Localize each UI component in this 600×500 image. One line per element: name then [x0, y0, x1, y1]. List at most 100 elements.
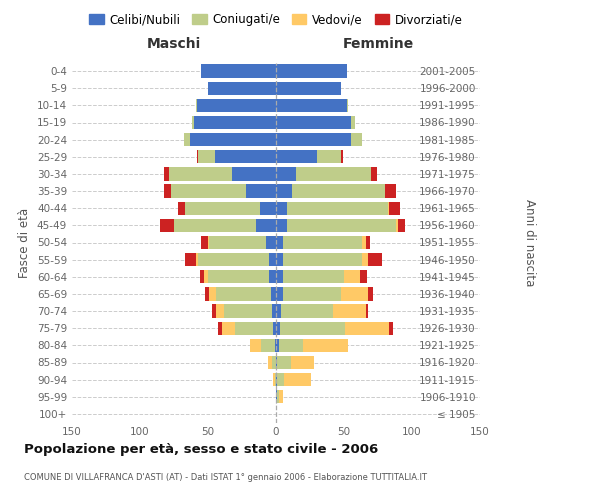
Bar [269, 253, 276, 266]
Bar [276, 287, 283, 300]
Bar [276, 133, 351, 146]
Bar [209, 236, 266, 249]
Bar [185, 253, 196, 266]
Bar [276, 150, 317, 164]
Bar [389, 322, 393, 335]
Bar [215, 150, 276, 164]
Bar [164, 184, 171, 198]
Bar [271, 287, 276, 300]
Bar [276, 167, 296, 180]
Bar [221, 322, 235, 335]
Bar [276, 322, 280, 335]
Bar [351, 116, 355, 129]
Bar [256, 218, 276, 232]
Bar [276, 236, 283, 249]
Bar [164, 167, 169, 180]
Bar [269, 270, 276, 283]
Bar [277, 390, 279, 404]
Bar [184, 133, 190, 146]
Bar [385, 184, 395, 198]
Bar [371, 167, 377, 180]
Bar [283, 287, 341, 300]
Bar [346, 322, 389, 335]
Bar [273, 322, 276, 335]
Bar [250, 338, 261, 352]
Y-axis label: Fasce di età: Fasce di età [19, 208, 31, 278]
Bar [275, 373, 276, 386]
Bar [395, 218, 398, 232]
Bar [268, 356, 272, 369]
Bar [281, 304, 333, 318]
Bar [197, 98, 276, 112]
Bar [291, 356, 314, 369]
Bar [341, 287, 368, 300]
Bar [283, 270, 344, 283]
Bar [197, 150, 199, 164]
Bar [279, 390, 283, 404]
Bar [232, 167, 276, 180]
Bar [272, 304, 276, 318]
Bar [194, 116, 276, 129]
Bar [366, 304, 368, 318]
Bar [273, 373, 275, 386]
Bar [208, 236, 209, 249]
Bar [276, 184, 292, 198]
Bar [362, 253, 368, 266]
Bar [361, 270, 367, 283]
Bar [276, 116, 351, 129]
Bar [196, 98, 197, 112]
Bar [224, 304, 272, 318]
Bar [366, 236, 370, 249]
Bar [277, 373, 284, 386]
Bar [272, 356, 276, 369]
Bar [276, 373, 277, 386]
Bar [190, 133, 276, 146]
Bar [283, 236, 362, 249]
Bar [266, 236, 276, 249]
Bar [277, 356, 291, 369]
Bar [208, 270, 269, 283]
Bar [341, 150, 343, 164]
Bar [284, 373, 311, 386]
Bar [218, 322, 221, 335]
Bar [296, 167, 371, 180]
Bar [260, 202, 276, 215]
Bar [347, 98, 348, 112]
Bar [276, 202, 287, 215]
Bar [204, 270, 208, 283]
Bar [208, 82, 276, 95]
Bar [200, 270, 204, 283]
Text: Maschi: Maschi [147, 38, 201, 52]
Bar [212, 304, 216, 318]
Bar [191, 116, 194, 129]
Text: COMUNE DI VILLAFRANCA D'ASTI (AT) - Dati ISTAT 1° gennaio 2006 - Elaborazione TU: COMUNE DI VILLAFRANCA D'ASTI (AT) - Dati… [24, 473, 427, 482]
Bar [287, 202, 388, 215]
Bar [276, 98, 347, 112]
Bar [178, 202, 185, 215]
Bar [368, 253, 382, 266]
Legend: Celibi/Nubili, Coniugati/e, Vedovi/e, Divorziati/e: Celibi/Nubili, Coniugati/e, Vedovi/e, Di… [85, 8, 467, 31]
Bar [317, 150, 341, 164]
Bar [276, 356, 277, 369]
Bar [169, 167, 232, 180]
Bar [276, 338, 279, 352]
Bar [398, 218, 405, 232]
Bar [216, 304, 224, 318]
Bar [261, 338, 275, 352]
Bar [276, 390, 277, 404]
Bar [171, 184, 246, 198]
Bar [276, 304, 281, 318]
Bar [235, 322, 273, 335]
Text: Popolazione per età, sesso e stato civile - 2006: Popolazione per età, sesso e stato civil… [24, 442, 378, 456]
Bar [368, 287, 373, 300]
Bar [275, 338, 276, 352]
Bar [344, 270, 361, 283]
Bar [280, 322, 346, 335]
Bar [362, 236, 366, 249]
Bar [276, 82, 341, 95]
Bar [283, 253, 362, 266]
Bar [276, 218, 287, 232]
Bar [160, 218, 174, 232]
Bar [276, 270, 283, 283]
Bar [287, 218, 395, 232]
